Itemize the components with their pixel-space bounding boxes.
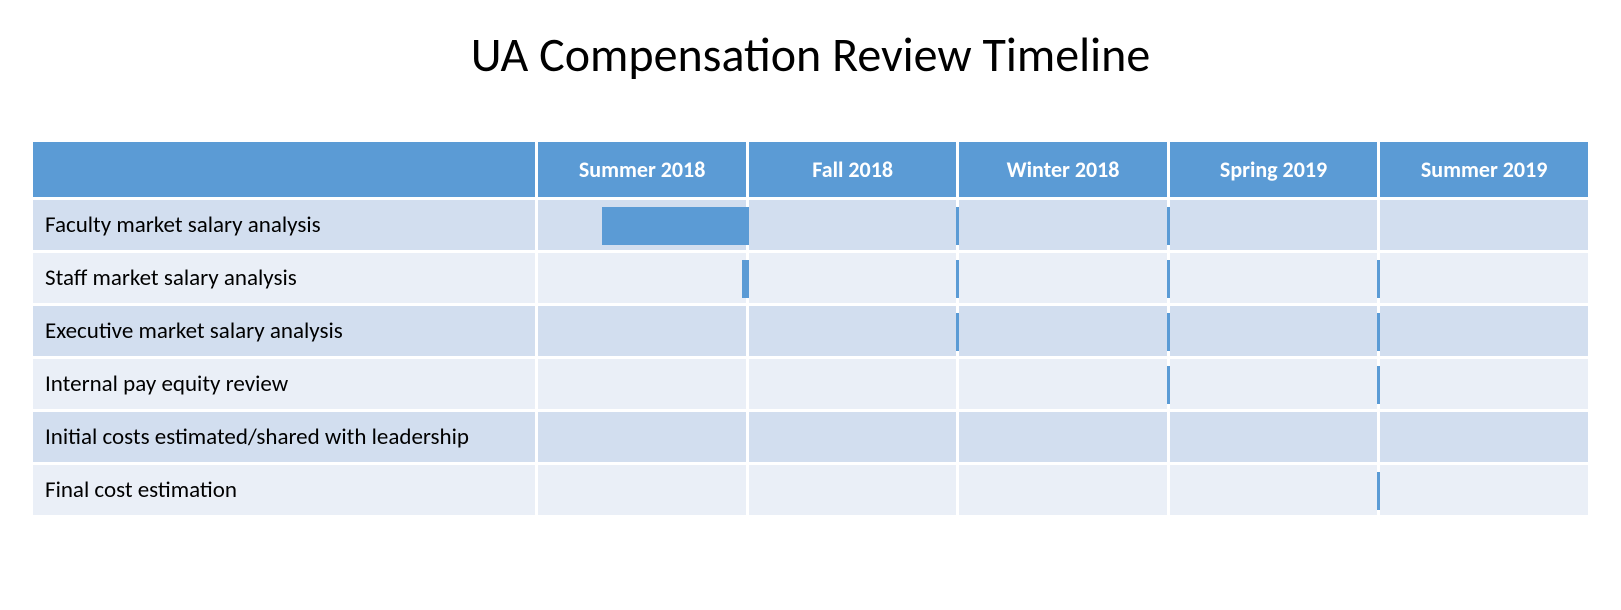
task-row: Final cost estimation: [33, 465, 1588, 515]
timeline-cell: [538, 253, 746, 303]
timeline-cell: [749, 412, 956, 462]
period-header-1: Fall 2018: [749, 142, 956, 197]
timeline-cell: [538, 412, 746, 462]
timeline-cell: [1380, 200, 1588, 250]
timeline-cell: [1170, 306, 1377, 356]
header-row: Summer 2018 Fall 2018 Winter 2018 Spring…: [33, 142, 1588, 197]
timeline-cell: [749, 306, 956, 356]
task-row: Staff market salary analysis: [33, 253, 1588, 303]
timeline-cell: [749, 359, 956, 409]
timeline-cell: [959, 412, 1167, 462]
chart-title: UA Compensation Review Timeline: [30, 25, 1591, 84]
task-label: Faculty market salary analysis: [33, 200, 535, 250]
task-label: Initial costs estimated/shared with lead…: [33, 412, 535, 462]
timeline-cell: [959, 359, 1167, 409]
timeline-cell: [749, 253, 956, 303]
timeline-cell: [1380, 359, 1588, 409]
task-row: Initial costs estimated/shared with lead…: [33, 412, 1588, 462]
gantt-table: Summer 2018 Fall 2018 Winter 2018 Spring…: [30, 139, 1591, 518]
task-label: Internal pay equity review: [33, 359, 535, 409]
timeline-cell: [1170, 465, 1377, 515]
timeline-cell: [959, 200, 1167, 250]
timeline-cell: [1170, 253, 1377, 303]
task-label: Staff market salary analysis: [33, 253, 535, 303]
timeline-cell: [538, 359, 746, 409]
task-column-header: [33, 142, 535, 197]
timeline-cell: [538, 200, 746, 250]
timeline-cell: [538, 306, 746, 356]
task-row: Internal pay equity review: [33, 359, 1588, 409]
timeline-cell: [1380, 412, 1588, 462]
period-header-3: Spring 2019: [1170, 142, 1377, 197]
timeline-cell: [1170, 359, 1377, 409]
timeline-cell: [749, 200, 956, 250]
timeline-cell: [959, 253, 1167, 303]
gantt-chart: Summer 2018 Fall 2018 Winter 2018 Spring…: [30, 139, 1591, 518]
period-header-4: Summer 2019: [1380, 142, 1588, 197]
timeline-cell: [959, 306, 1167, 356]
task-row: Executive market salary analysis: [33, 306, 1588, 356]
task-label: Final cost estimation: [33, 465, 535, 515]
timeline-cell: [749, 465, 956, 515]
timeline-cell: [1380, 253, 1588, 303]
task-row: Faculty market salary analysis: [33, 200, 1588, 250]
task-label: Executive market salary analysis: [33, 306, 535, 356]
period-header-2: Winter 2018: [959, 142, 1167, 197]
period-header-0: Summer 2018: [538, 142, 746, 197]
timeline-cell: [1380, 465, 1588, 515]
timeline-cell: [959, 465, 1167, 515]
timeline-cell: [538, 465, 746, 515]
timeline-cell: [1380, 306, 1588, 356]
timeline-cell: [1170, 200, 1377, 250]
timeline-cell: [1170, 412, 1377, 462]
